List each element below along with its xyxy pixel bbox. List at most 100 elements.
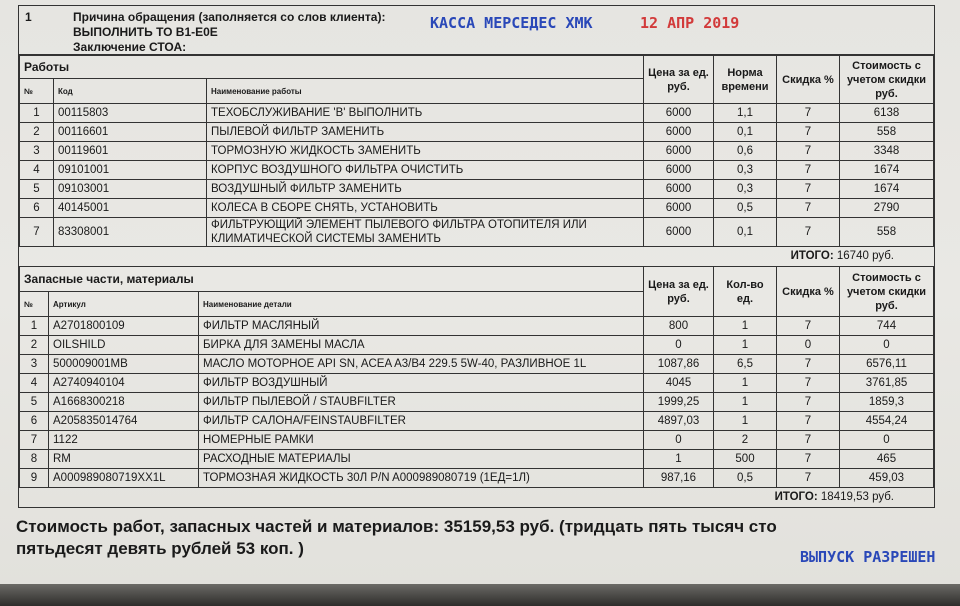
- table-row: 8 RM РАСХОДНЫЕ МАТЕРИАЛЫ 1 500 7 465: [19, 449, 934, 469]
- cell-discount: 7: [776, 141, 840, 161]
- table-row: 6 A205835014764 ФИЛЬТР САЛОНА/FEINSTAUBFIL…: [19, 411, 934, 431]
- cell-price: 6000: [643, 198, 714, 218]
- cell-name: КОЛЕСА В СБОРЕ СНЯТЬ, УСТАНОВИТЬ: [206, 198, 644, 218]
- cell-price: 6000: [643, 179, 714, 199]
- request-section: 1 Причина обращения (заполняется со слов…: [19, 6, 934, 55]
- cell-num: 7: [19, 430, 49, 450]
- cell-qty: 1: [713, 392, 777, 412]
- cell-num: 2: [19, 335, 49, 355]
- cell-qty: 1: [713, 411, 777, 431]
- header-name: Наименование работы: [206, 78, 644, 104]
- cell-name: ТОРМОЗНУЮ ЖИДКОСТЬ ЗАМЕНИТЬ: [206, 141, 644, 161]
- table-row: 7 83308001 ФИЛЬТРУЮЩИЙ ЭЛЕМЕНТ ПЫЛЕВОГО ФИ…: [19, 217, 934, 247]
- header-discount: Скидка %: [776, 266, 840, 317]
- cell-num: 6: [19, 198, 54, 218]
- cell-discount: 7: [776, 449, 840, 469]
- cell-cost: 1859,3: [839, 392, 934, 412]
- cell-num: 9: [19, 468, 49, 488]
- cell-discount: 7: [776, 411, 840, 431]
- cell-price: 1: [643, 449, 714, 469]
- cell-norm: 0,3: [713, 160, 777, 180]
- cell-discount: 7: [776, 160, 840, 180]
- cell-cost: 0: [839, 430, 934, 450]
- cell-code: 00116601: [53, 122, 207, 142]
- works-total: ИТОГО: 16740 руб.: [19, 247, 934, 266]
- cell-discount: 7: [776, 316, 840, 336]
- header-name: Наименование детали: [198, 291, 644, 317]
- cell-name: РАСХОДНЫЕ МАТЕРИАЛЫ: [198, 449, 644, 469]
- cell-price: 0: [643, 430, 714, 450]
- cell-num: 6: [19, 411, 49, 431]
- cell-code: 00115803: [53, 103, 207, 123]
- cell-code: 09103001: [53, 179, 207, 199]
- cell-num: 2: [19, 122, 54, 142]
- cell-cost: 1674: [839, 179, 934, 199]
- cell-price: 4897,03: [643, 411, 714, 431]
- cell-cost: 1674: [839, 160, 934, 180]
- cell-article: OILSHILD: [48, 335, 199, 355]
- cell-qty: 2: [713, 430, 777, 450]
- cell-name: ТОРМОЗНАЯ ЖИДКОСТЬ 30Л P/N A000989080719…: [198, 468, 644, 488]
- cell-name: ПЫЛЕВОЙ ФИЛЬТР ЗАМЕНИТЬ: [206, 122, 644, 142]
- cell-price: 6000: [643, 217, 714, 247]
- table-row: 7 1122 НОМЕРНЫЕ РАМКИ 0 2 7 0: [19, 430, 934, 450]
- date-stamp: 12 АПР 2019: [640, 14, 740, 32]
- works-total-label: ИТОГО:: [790, 250, 834, 262]
- cell-article: A000989080719XX1L: [48, 468, 199, 488]
- cell-name: ТЕХОБСЛУЖИВАНИЕ 'В' ВЫПОЛНИТЬ: [206, 103, 644, 123]
- cell-norm: 0,3: [713, 179, 777, 199]
- cell-name: ФИЛЬТР ВОЗДУШНЫЙ: [198, 373, 644, 393]
- cell-num: 3: [19, 141, 54, 161]
- cell-cost: 0: [839, 335, 934, 355]
- cell-norm: 0,5: [713, 198, 777, 218]
- cell-name: НОМЕРНЫЕ РАМКИ: [198, 430, 644, 450]
- work-order-document: 1 Причина обращения (заполняется со слов…: [18, 5, 935, 508]
- cell-price: 1999,25: [643, 392, 714, 412]
- header-num: №: [19, 291, 49, 317]
- header-price: Цена за ед. руб.: [643, 55, 714, 104]
- cell-cost: 465: [839, 449, 934, 469]
- cell-price: 6000: [643, 141, 714, 161]
- cell-norm: 0,1: [713, 217, 777, 247]
- parts-total-label: ИТОГО:: [774, 491, 818, 503]
- cell-discount: 7: [776, 430, 840, 450]
- cell-qty: 1: [713, 316, 777, 336]
- header-code: Код: [53, 78, 207, 104]
- table-row: 6 40145001 КОЛЕСА В СБОРЕ СНЯТЬ, УСТАНОВИТ…: [19, 198, 934, 218]
- header-num: №: [19, 78, 54, 104]
- cell-name: КОРПУС ВОЗДУШНОГО ФИЛЬТРА ОЧИСТИТЬ: [206, 160, 644, 180]
- cell-discount: 7: [776, 217, 840, 247]
- cell-name: ФИЛЬТРУЮЩИЙ ЭЛЕМЕНТ ПЫЛЕВОГО ФИЛЬТРА ОТО…: [206, 217, 644, 247]
- document-sheet: 1 Причина обращения (заполняется со слов…: [16, 5, 935, 560]
- cell-code: 00119601: [53, 141, 207, 161]
- table-row: 3 500009001MB МАСЛО МОТОРНОЕ API SN, ACEA …: [19, 354, 934, 374]
- table-row: 9 A000989080719XX1L ТОРМОЗНАЯ ЖИДКОСТЬ 30Л…: [19, 468, 934, 488]
- cell-cost: 6576,11: [839, 354, 934, 374]
- cell-num: 5: [19, 179, 54, 199]
- cell-cost: 6138: [839, 103, 934, 123]
- cell-discount: 7: [776, 103, 840, 123]
- cell-cost: 558: [839, 122, 934, 142]
- background-surface: [0, 584, 960, 606]
- cell-cost: 2790: [839, 198, 934, 218]
- works-title: Работы: [19, 55, 644, 79]
- cell-num: 8: [19, 449, 49, 469]
- cell-cost: 4554,24: [839, 411, 934, 431]
- parts-title: Запасные части, материалы: [19, 266, 644, 292]
- table-row: 4 09101001 КОРПУС ВОЗДУШНОГО ФИЛЬТРА ОЧИСТ…: [19, 160, 934, 180]
- cell-num: 1: [19, 316, 49, 336]
- cell-num: 4: [19, 160, 54, 180]
- cell-discount: 0: [776, 335, 840, 355]
- cell-num: 7: [19, 217, 54, 247]
- cell-article: A2740940104: [48, 373, 199, 393]
- parts-total-value: 18419,53 руб.: [820, 491, 894, 503]
- header-article: Артикул: [48, 291, 199, 317]
- cell-qty: 1: [713, 373, 777, 393]
- header-cost: Стоимость с учетом скидки руб.: [839, 55, 934, 104]
- cell-discount: 7: [776, 392, 840, 412]
- cell-num: 4: [19, 373, 49, 393]
- parts-total: ИТОГО: 18419,53 руб.: [19, 488, 934, 507]
- header-cost: Стоимость с учетом скидки руб.: [839, 266, 934, 317]
- cell-cost: 459,03: [839, 468, 934, 488]
- cell-cost: 3761,85: [839, 373, 934, 393]
